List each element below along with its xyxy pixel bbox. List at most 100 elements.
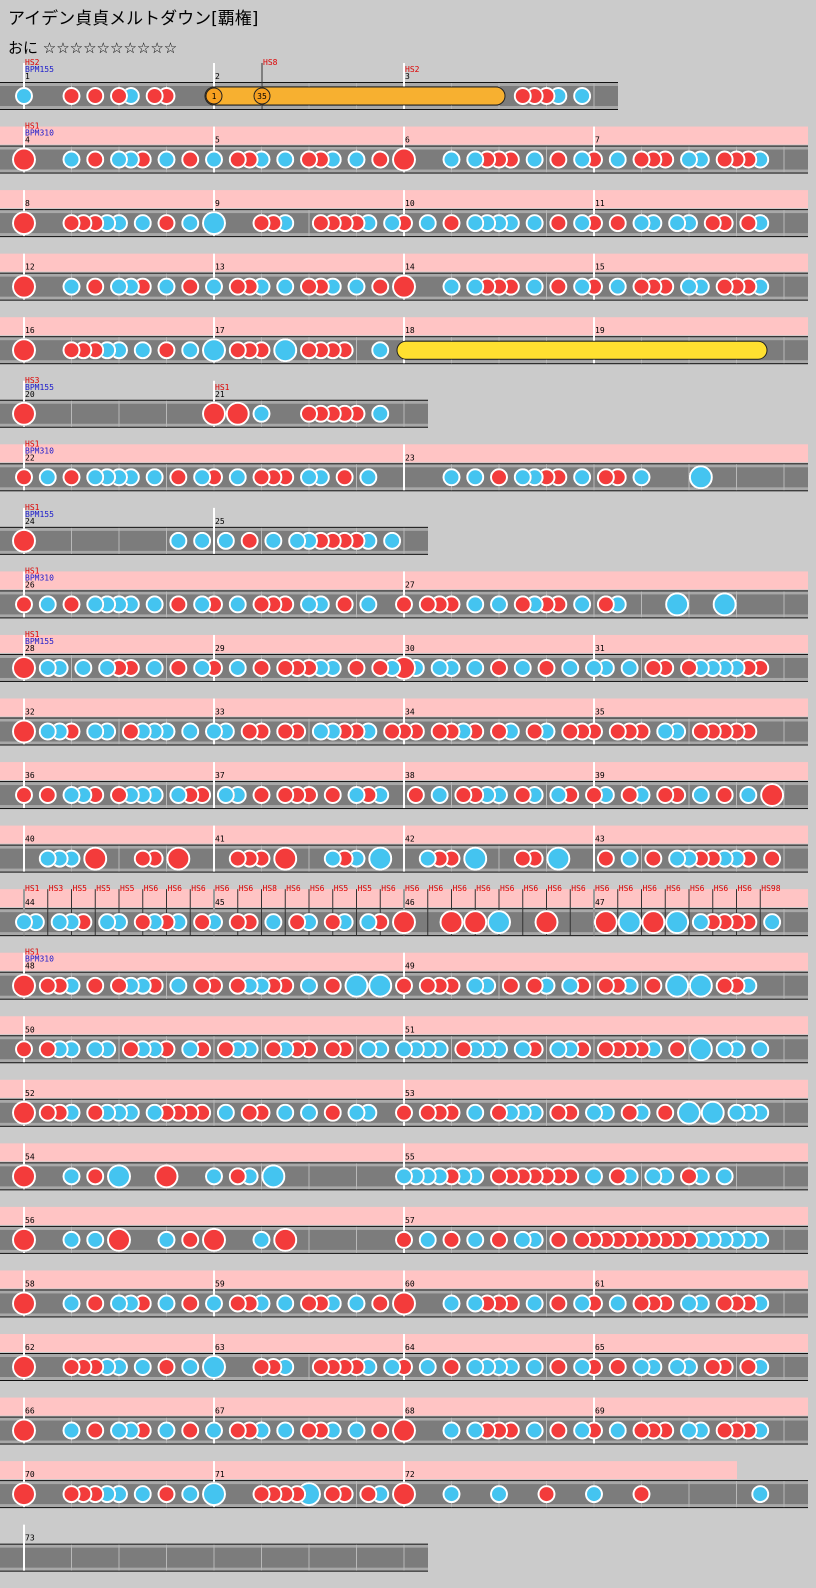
scroll-label: HS2 [25,58,40,67]
don-note [383,722,402,741]
don-note [739,214,758,233]
don-note [549,150,568,169]
ka-note [347,277,366,296]
ka-note [205,722,223,741]
ka-note [442,1294,461,1313]
ka-note [347,1103,366,1122]
scroll-event-label: HS6 [453,884,468,893]
measure-number: 8 [25,199,30,208]
ka-note [395,1040,413,1059]
don-note [300,1294,318,1313]
measure-number: 43 [595,835,605,844]
don-note [392,147,416,172]
ka-note [490,1485,508,1504]
don-note [371,658,390,677]
ka-note [549,1040,568,1059]
measure-number: 71 [215,1470,225,1479]
don-note [537,1485,556,1504]
measure-number: 59 [215,1279,225,1288]
ka-note [157,1230,176,1249]
ka-note [665,592,690,617]
scroll-label: HS3 [25,376,40,385]
measure-number: 6 [405,136,410,145]
ka-note [110,277,128,296]
ka-note [620,849,639,868]
ka-note [487,910,511,935]
don-note [38,976,57,995]
don-note [371,277,390,296]
ka-note [38,722,57,741]
bpm-label: BPM310 [25,129,54,138]
scroll-event-label: HS6 [500,884,515,893]
measure-number: 45 [215,898,225,907]
don-note [395,976,413,995]
measure-number: 4 [25,136,30,145]
don-note [596,849,615,868]
don-note [62,1485,81,1504]
don-note [202,401,226,426]
ka-note [145,468,164,487]
ka-note [608,1294,627,1313]
ka-note [727,1103,746,1122]
ka-note [311,722,330,741]
drumroll [396,340,768,360]
bpm-label: BPM310 [25,573,54,582]
don-note [490,1230,508,1249]
don-note [38,1040,57,1059]
balloon-note [253,87,271,105]
ka-note [573,150,592,169]
ka-note [573,468,592,487]
don-note [392,910,416,935]
don-note [549,1421,568,1440]
ka-note [442,277,461,296]
don-note [490,658,508,677]
ka-note [383,1358,402,1376]
don-note [12,1482,36,1507]
don-note [264,1040,283,1059]
don-note [549,1103,568,1122]
don-note [430,722,449,741]
ka-note [680,277,698,296]
balloon-note [205,87,223,105]
ka-note [561,976,580,995]
scroll-event-label: HS6 [666,884,681,893]
ka-note [620,658,639,677]
don-note [240,531,259,550]
ka-note [205,1294,223,1313]
don-note [15,595,33,614]
ka-note [157,277,176,296]
bpm-label: BPM155 [25,637,54,646]
don-note [157,214,176,233]
ka-note [157,1421,176,1440]
ka-note [157,150,176,169]
don-note [513,849,532,868]
ka-note [193,658,212,677]
don-note [739,1358,758,1376]
measure-number: 1 [25,72,30,81]
measure-number: 14 [405,263,415,272]
scroll-event-label: HS98 [761,884,780,893]
ka-note [98,658,117,677]
bpm-label: BPM155 [25,510,54,519]
ka-note [288,531,307,550]
scroll-label: HS1 [25,948,40,957]
ka-note [466,1294,485,1313]
don-note [62,468,81,487]
don-note [145,87,164,105]
ka-note [264,913,283,932]
ka-note [133,341,152,360]
ka-note [181,1485,200,1504]
ka-note [513,1230,532,1249]
bpm-label: BPM310 [25,955,54,964]
don-note [463,910,488,935]
ka-note [608,1421,627,1440]
ka-note [62,150,81,169]
ka-note [715,1040,734,1059]
don-note [83,846,108,871]
don-note [359,1485,378,1504]
don-note [169,658,188,677]
ka-note [252,1230,271,1249]
don-note [490,468,508,487]
don-note [86,150,105,169]
don-note [323,976,342,995]
